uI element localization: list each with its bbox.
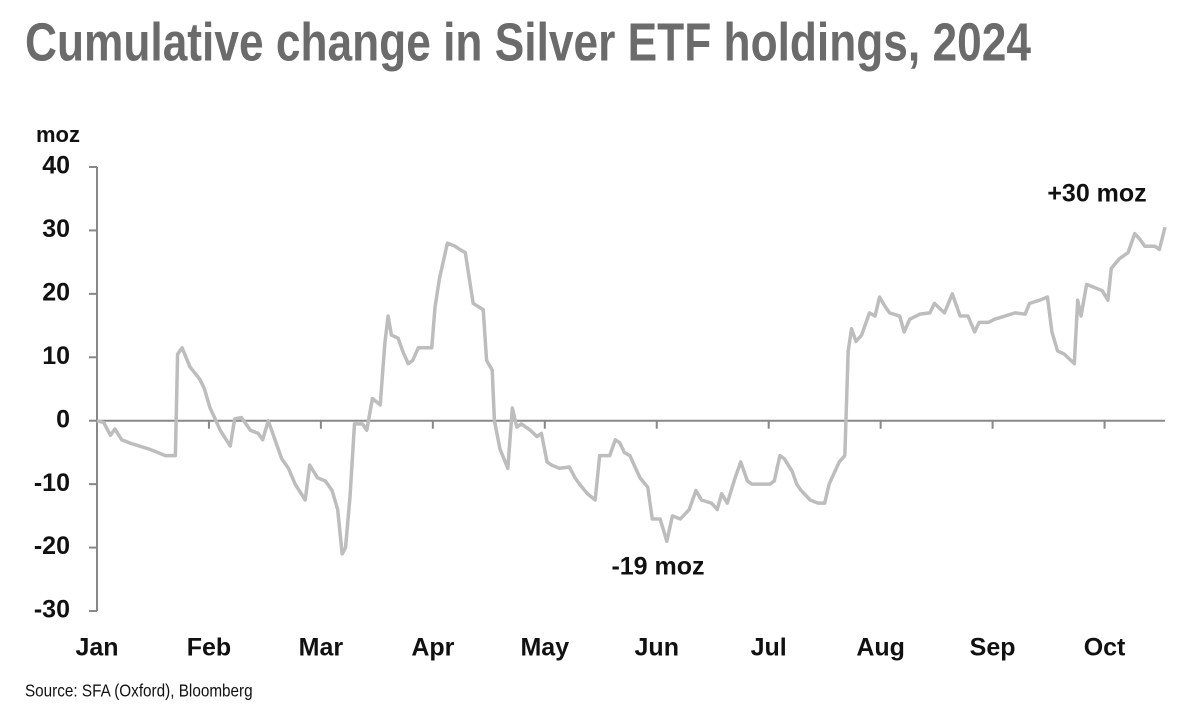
y-tick-label: -20 <box>34 532 70 560</box>
x-tick-label: Apr <box>411 634 454 662</box>
y-tick-label: 40 <box>42 152 70 180</box>
x-tick-label: Mar <box>299 634 344 662</box>
annotation: -19 moz <box>611 553 704 581</box>
y-axis-label: moz <box>36 122 80 147</box>
annotation: +30 moz <box>1047 180 1146 208</box>
x-tick-label: Feb <box>187 634 231 662</box>
x-tick-label: May <box>520 634 569 662</box>
source-note: Source: SFA (Oxford), Bloomberg <box>25 681 253 701</box>
y-tick-label: 30 <box>42 215 70 243</box>
y-tick-label: 20 <box>42 278 70 306</box>
x-tick-label: Jun <box>635 634 679 662</box>
x-tick-label: Oct <box>1084 634 1126 662</box>
y-tick-label: 10 <box>42 342 70 370</box>
x-tick-label: Aug <box>856 634 905 662</box>
y-tick-label: -30 <box>34 596 70 624</box>
x-tick-label: Jan <box>75 634 118 662</box>
chart-title: Cumulative change in Silver ETF holdings… <box>25 12 1031 72</box>
y-tick-label: 0 <box>56 405 70 433</box>
data-line <box>96 226 1167 556</box>
y-tick-label: -10 <box>34 469 70 497</box>
x-tick-label: Jul <box>751 634 787 662</box>
x-tick-label: Sep <box>970 634 1016 662</box>
